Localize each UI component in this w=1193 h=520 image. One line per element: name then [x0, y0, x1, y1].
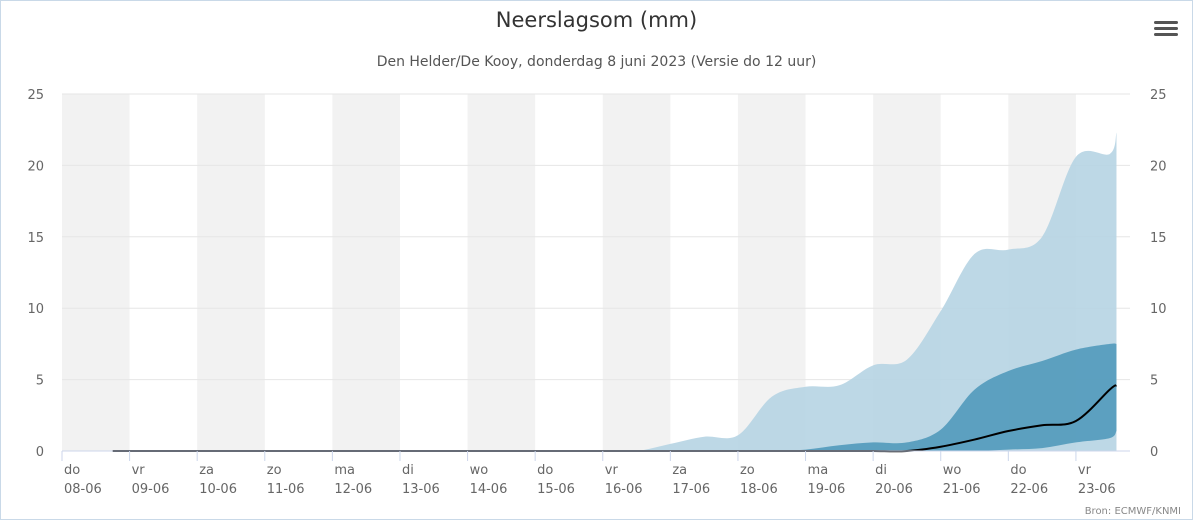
y-tick-label-right: 5 — [1150, 374, 1158, 389]
x-tick-label-day: ma — [334, 463, 355, 478]
x-tick-label-date: 20-06 — [875, 482, 913, 497]
x-tick-label-day: do — [1010, 463, 1026, 478]
day-band — [197, 94, 265, 451]
x-tick-label-day: za — [199, 463, 214, 478]
y-tick-label-left: 0 — [36, 445, 44, 460]
x-tick-label-date: 14-06 — [470, 482, 508, 497]
x-tick-label-date: 23-06 — [1078, 482, 1116, 497]
y-tick-label-right: 15 — [1150, 231, 1167, 246]
x-tick-label-day: zo — [740, 463, 755, 478]
outer-range-band — [112, 132, 1117, 452]
x-tick-label-date: 13-06 — [402, 482, 440, 497]
y-tick-label-right: 10 — [1150, 302, 1167, 317]
x-tick-label-date: 16-06 — [605, 482, 643, 497]
y-tick-label-left: 15 — [27, 231, 44, 246]
day-band — [467, 94, 536, 451]
x-tick-label-date: 19-06 — [808, 482, 846, 497]
x-tick-label-date: 21-06 — [943, 482, 981, 497]
inner-range-band — [112, 343, 1117, 452]
x-tick-label-date: 18-06 — [740, 482, 778, 497]
x-tick-label-date: 08-06 — [64, 482, 102, 497]
x-tick-label-day: do — [537, 463, 553, 478]
day-band — [602, 94, 671, 451]
y-tick-label-left: 20 — [27, 159, 44, 174]
x-tick-label-day: di — [875, 463, 887, 478]
x-tick-label-date: 10-06 — [199, 482, 237, 497]
x-tick-label-date: 15-06 — [537, 482, 575, 497]
y-tick-label-left: 25 — [27, 88, 44, 103]
x-tick-label-date: 22-06 — [1010, 482, 1048, 497]
day-band — [332, 94, 400, 451]
x-tick-label-date: 09-06 — [132, 482, 170, 497]
day-band — [62, 94, 130, 451]
y-tick-label-right: 0 — [1150, 445, 1158, 460]
x-tick-label-day: vr — [1078, 463, 1092, 478]
x-tick-label-day: wo — [943, 463, 962, 478]
x-tick-label-day: ma — [808, 463, 829, 478]
y-tick-label-left: 10 — [27, 302, 44, 317]
x-tick-label-date: 11-06 — [267, 482, 305, 497]
x-tick-label-date: 17-06 — [672, 482, 710, 497]
x-tick-label-day: za — [672, 463, 687, 478]
source-credit: Bron: ECMWF/KNMI — [1084, 506, 1181, 517]
x-tick-label-day: vr — [605, 463, 619, 478]
hamburger-menu-icon[interactable] — [1154, 18, 1178, 40]
y-tick-label-right: 25 — [1150, 88, 1167, 103]
chart-subtitle: Den Helder/De Kooy, donderdag 8 juni 202… — [376, 54, 817, 70]
x-tick-label-date: 12-06 — [334, 482, 372, 497]
x-tick-label-day: do — [64, 463, 80, 478]
y-tick-label-left: 5 — [36, 374, 44, 389]
x-tick-label-day: vr — [132, 463, 146, 478]
x-tick-label-day: wo — [470, 463, 489, 478]
chart-title: Neerslagsom (mm) — [495, 8, 698, 32]
y-tick-label-right: 20 — [1150, 159, 1167, 174]
x-tick-label-day: di — [402, 463, 414, 478]
x-tick-label-day: zo — [267, 463, 282, 478]
